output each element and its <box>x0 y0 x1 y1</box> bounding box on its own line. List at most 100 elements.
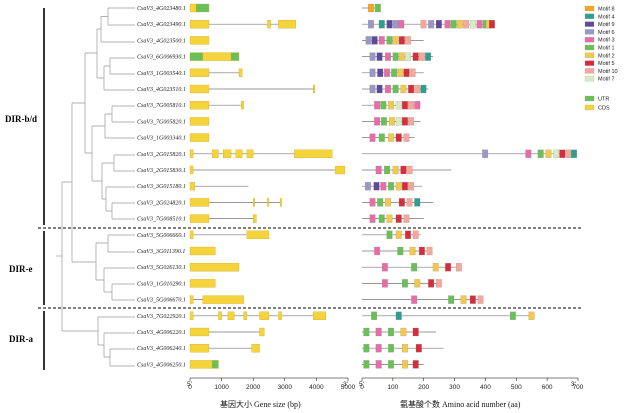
protein-motif-row <box>362 311 535 320</box>
motif-3-box <box>381 279 388 288</box>
legend-label-motif-7: Motif 7 <box>598 77 615 83</box>
cds-block <box>246 230 270 239</box>
gene-axis-label: 基因大小 Gene size (bp) <box>220 399 301 409</box>
protein-motif-row <box>362 20 495 29</box>
cds-block <box>211 149 219 158</box>
motif-9-box <box>376 84 383 94</box>
cds-block <box>235 149 243 158</box>
gene-structure-row <box>189 3 210 13</box>
motif-10-box <box>456 263 462 272</box>
axis-3prime: 3' <box>343 381 348 388</box>
motif-2-box <box>456 20 463 29</box>
motif-3-box <box>374 117 381 126</box>
gene-name: CsaV3_4G023500.1 <box>137 37 186 44</box>
gene-name: CsaV3_7G008510.1 <box>137 217 186 223</box>
motif-3-box <box>375 360 382 369</box>
legend-label-motif-8: Motif 8 <box>598 7 615 13</box>
motif-1-box <box>450 20 457 29</box>
cds-block <box>189 327 210 337</box>
legend-swatch-motif-9 <box>584 21 595 27</box>
motif-1-box <box>402 279 408 288</box>
motif-1-box <box>388 360 394 369</box>
cds-block <box>202 295 244 304</box>
gene-name: CsaV3_4G006250.1 <box>137 361 186 368</box>
cds-block <box>279 198 282 207</box>
cds-block <box>189 165 194 175</box>
motif-3-box <box>375 344 382 353</box>
gene-name: CsaV3_2G015830.1 <box>137 168 186 174</box>
motif-10-box <box>420 20 427 29</box>
protein-motif-row <box>362 360 424 369</box>
gene-structure-row <box>189 214 257 223</box>
motif-6-box <box>428 20 435 29</box>
motif-1-box <box>384 165 390 175</box>
protein-motif-row <box>362 198 433 207</box>
motif-5-box <box>489 20 495 29</box>
gene-structure-row <box>189 230 270 239</box>
motif-6-box <box>364 182 371 191</box>
feature-legend: UTR CDS <box>584 95 610 112</box>
gene-name: CsaV3_4G023490.1 <box>137 21 186 28</box>
legend-swatch-motif-8 <box>584 5 595 12</box>
gene-name: CsaV3_4G023510.1 <box>137 86 186 93</box>
axis-5prime: 5' <box>359 381 364 388</box>
gene-structure-panel <box>189 3 345 369</box>
protein-motif-row <box>362 279 442 288</box>
motif-9-box <box>386 20 393 29</box>
motif-3-box <box>525 149 532 158</box>
motif-5-box <box>402 182 408 191</box>
motif-4-box <box>378 20 385 29</box>
motif-4-box <box>395 311 402 320</box>
protein-motif-row <box>362 182 423 191</box>
motif-2-box <box>400 84 407 94</box>
motif-1-box <box>392 52 399 61</box>
gene-structure-row <box>189 165 345 175</box>
motif-10-box <box>403 133 410 142</box>
cds-block <box>294 149 333 158</box>
motif-10-box <box>565 149 572 158</box>
cds-block <box>238 68 243 77</box>
protein-axis-tick-label: 200 <box>418 384 429 391</box>
motif-7-box <box>553 149 560 158</box>
gene-structure-row <box>189 295 244 304</box>
axis-3prime: 3' <box>571 381 576 388</box>
motif-2-box <box>402 360 408 369</box>
cds-block <box>189 68 210 77</box>
motif-9-box <box>376 52 383 61</box>
motif-1-box <box>392 84 399 94</box>
motif-9-box <box>373 182 380 191</box>
cds-block <box>189 117 210 126</box>
protein-motif-row <box>362 68 424 77</box>
motif-5-box <box>402 101 408 110</box>
motif-10-box <box>418 52 425 61</box>
motif-7-box <box>405 52 411 61</box>
motif-panel <box>362 3 577 369</box>
group-label-dir-e: DIR-e <box>9 264 33 274</box>
cds-block <box>189 133 210 142</box>
motif-3-box <box>381 263 388 272</box>
motif-3-box <box>375 165 382 175</box>
motif-3-box <box>369 133 376 142</box>
cds-block <box>189 214 210 223</box>
gene-name: CsaV3_6G006930.1 <box>137 55 186 61</box>
protein-axis-tick-label: 700 <box>573 384 584 391</box>
motif-4-box <box>425 52 431 61</box>
motif-2-box <box>432 263 439 272</box>
motif-10-box <box>408 101 414 110</box>
gene-name: CsaV3_4G023480.1 <box>137 5 186 12</box>
gene-name: CsaV3_5G026130.1 <box>137 265 186 271</box>
motif-2-box <box>395 182 402 191</box>
motif-3-box <box>414 101 421 110</box>
cds-block <box>189 84 210 94</box>
gene-name: CsaV3_4G006240.1 <box>137 345 186 352</box>
gene-structure-row <box>189 68 243 77</box>
gene-structure-row <box>189 327 265 337</box>
gene-structure-row <box>189 101 244 110</box>
legend-swatch-cds <box>584 104 595 111</box>
legend-label-motif-10: Motif 10 <box>598 69 618 75</box>
gene-structure-row <box>189 149 333 158</box>
gene-name: CsaV3_4G006220.1 <box>137 329 186 336</box>
motif-3-box <box>374 246 381 256</box>
motif-5-box <box>408 84 414 94</box>
motif-1-box <box>388 344 394 353</box>
